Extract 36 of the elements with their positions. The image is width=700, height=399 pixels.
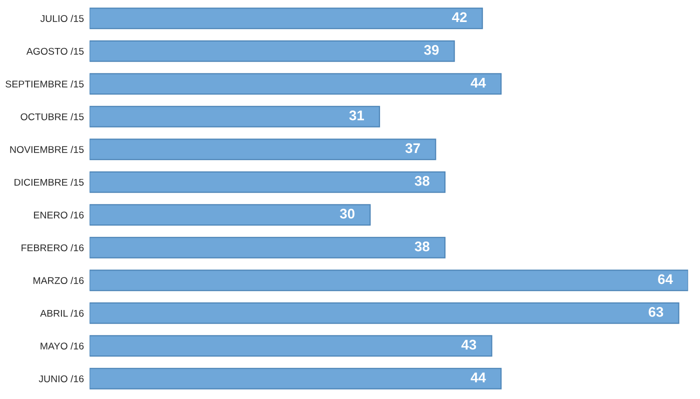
bar [90, 335, 492, 357]
bar [90, 302, 680, 324]
bar [90, 270, 688, 292]
y-tick-label: JUNIO /16 [38, 375, 84, 382]
bar [90, 236, 446, 258]
y-tick-label: OCTUBRE /15 [20, 113, 84, 120]
y-tick-label: ABRIL /16 [40, 310, 84, 317]
bar [90, 368, 502, 390]
data-label: 39 [424, 45, 439, 55]
y-tick-label: MAYO /16 [40, 342, 84, 350]
y-tick-label: DICIEMBRE /15 [14, 178, 84, 186]
data-label: 64 [658, 274, 673, 284]
y-tick-label: NOVIEMBRE /15 [10, 146, 84, 153]
data-label: 42 [452, 12, 467, 22]
data-label: 44 [470, 78, 486, 88]
data-label: 30 [340, 208, 354, 219]
y-tick-label: MARZO /16 [34, 276, 84, 284]
y-tick-label: FEBRERO /16 [22, 244, 84, 252]
bar [90, 8, 483, 30]
data-label: 38 [414, 242, 430, 252]
bar [90, 106, 380, 128]
data-label: 43 [461, 340, 476, 350]
y-tick-label: AGOSTO /15 [26, 48, 84, 55]
data-label: 63 [648, 307, 664, 317]
y-tick-label: ENERO /16 [34, 211, 84, 218]
data-label: 44 [470, 372, 486, 382]
data-label: 38 [414, 176, 430, 186]
y-tick-label: SEPTIEMBRE /15 [6, 80, 84, 88]
bar [90, 171, 446, 193]
bar [90, 73, 502, 95]
bar [90, 204, 371, 226]
data-label: 31 [349, 110, 364, 120]
bar [90, 40, 455, 62]
data-label: 37 [405, 143, 420, 154]
y-tick-label: JULIO /15 [40, 14, 84, 22]
bar [90, 138, 436, 160]
